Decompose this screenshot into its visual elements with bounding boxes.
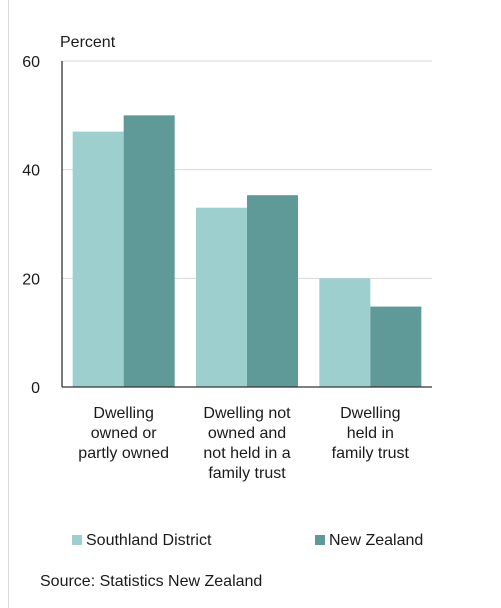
bar-new-zealand-1 (123, 115, 175, 387)
bar-southland-2 (196, 207, 247, 387)
y-tick-label: 0 (31, 380, 40, 397)
category-label: Dwelling owned or partly owned (78, 405, 169, 462)
y-tick-label: 20 (22, 271, 40, 288)
category-label: Dwelling not owned and not held in a family… (203, 405, 291, 482)
bar-southland-3 (319, 278, 371, 387)
bar-new-zealand-2 (247, 195, 298, 387)
y-tick-label: 40 (22, 163, 40, 180)
bar-southland-1 (72, 131, 124, 387)
legend-label: Southland District (86, 532, 212, 549)
y-axis-label: Percent (60, 34, 116, 51)
source-note: Source: Statistics New Zealand (40, 573, 263, 590)
legend-swatch (315, 535, 325, 545)
left-rule (8, 0, 9, 608)
legend-swatch (72, 535, 82, 545)
legend-label: New Zealand (329, 532, 423, 549)
y-tick-label: 60 (22, 54, 40, 71)
category-label: Dwelling held in family trust (332, 405, 410, 462)
bar-new-zealand-3 (370, 306, 422, 387)
bar-chart: 0 20 40 60 Percent Dwelling owned or partly own… (22, 34, 432, 549)
